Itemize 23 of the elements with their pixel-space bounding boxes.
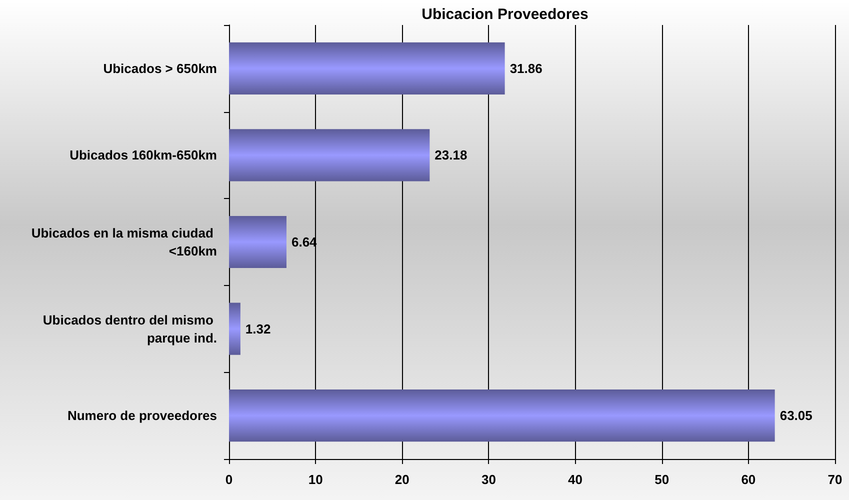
x-tick-label: 10 — [308, 472, 323, 487]
bar — [229, 216, 286, 268]
y-tick-label: Ubicados > 650km — [103, 60, 217, 76]
x-tick-label: 60 — [741, 472, 756, 487]
data-label: 23.18 — [434, 148, 468, 163]
bar — [229, 42, 505, 94]
data-label: 63.05 — [780, 408, 812, 424]
x-tick-label: 20 — [394, 472, 410, 487]
bar — [229, 390, 775, 442]
x-tick-label: 70 — [828, 472, 842, 487]
data-label: 31.86 — [510, 60, 542, 76]
y-tick-label: Ubicados dentro del mismo parque ind. — [42, 312, 217, 346]
x-tick-label: 40 — [568, 472, 583, 487]
bar — [229, 129, 430, 182]
y-tick-label: Numero de proveedores — [67, 408, 217, 424]
y-tick-label: Ubicados en la misma ciudad <160km — [31, 226, 217, 258]
chart-title: Ubicacion Proveedores — [422, 6, 588, 23]
x-tick-label: 30 — [481, 472, 496, 487]
x-tick-label: 50 — [654, 472, 670, 487]
data-label: 1.32 — [245, 321, 271, 336]
bar — [229, 302, 240, 355]
x-tick-label: 0 — [225, 472, 233, 487]
y-tick-label: Ubicados 160km-650km — [70, 148, 217, 163]
